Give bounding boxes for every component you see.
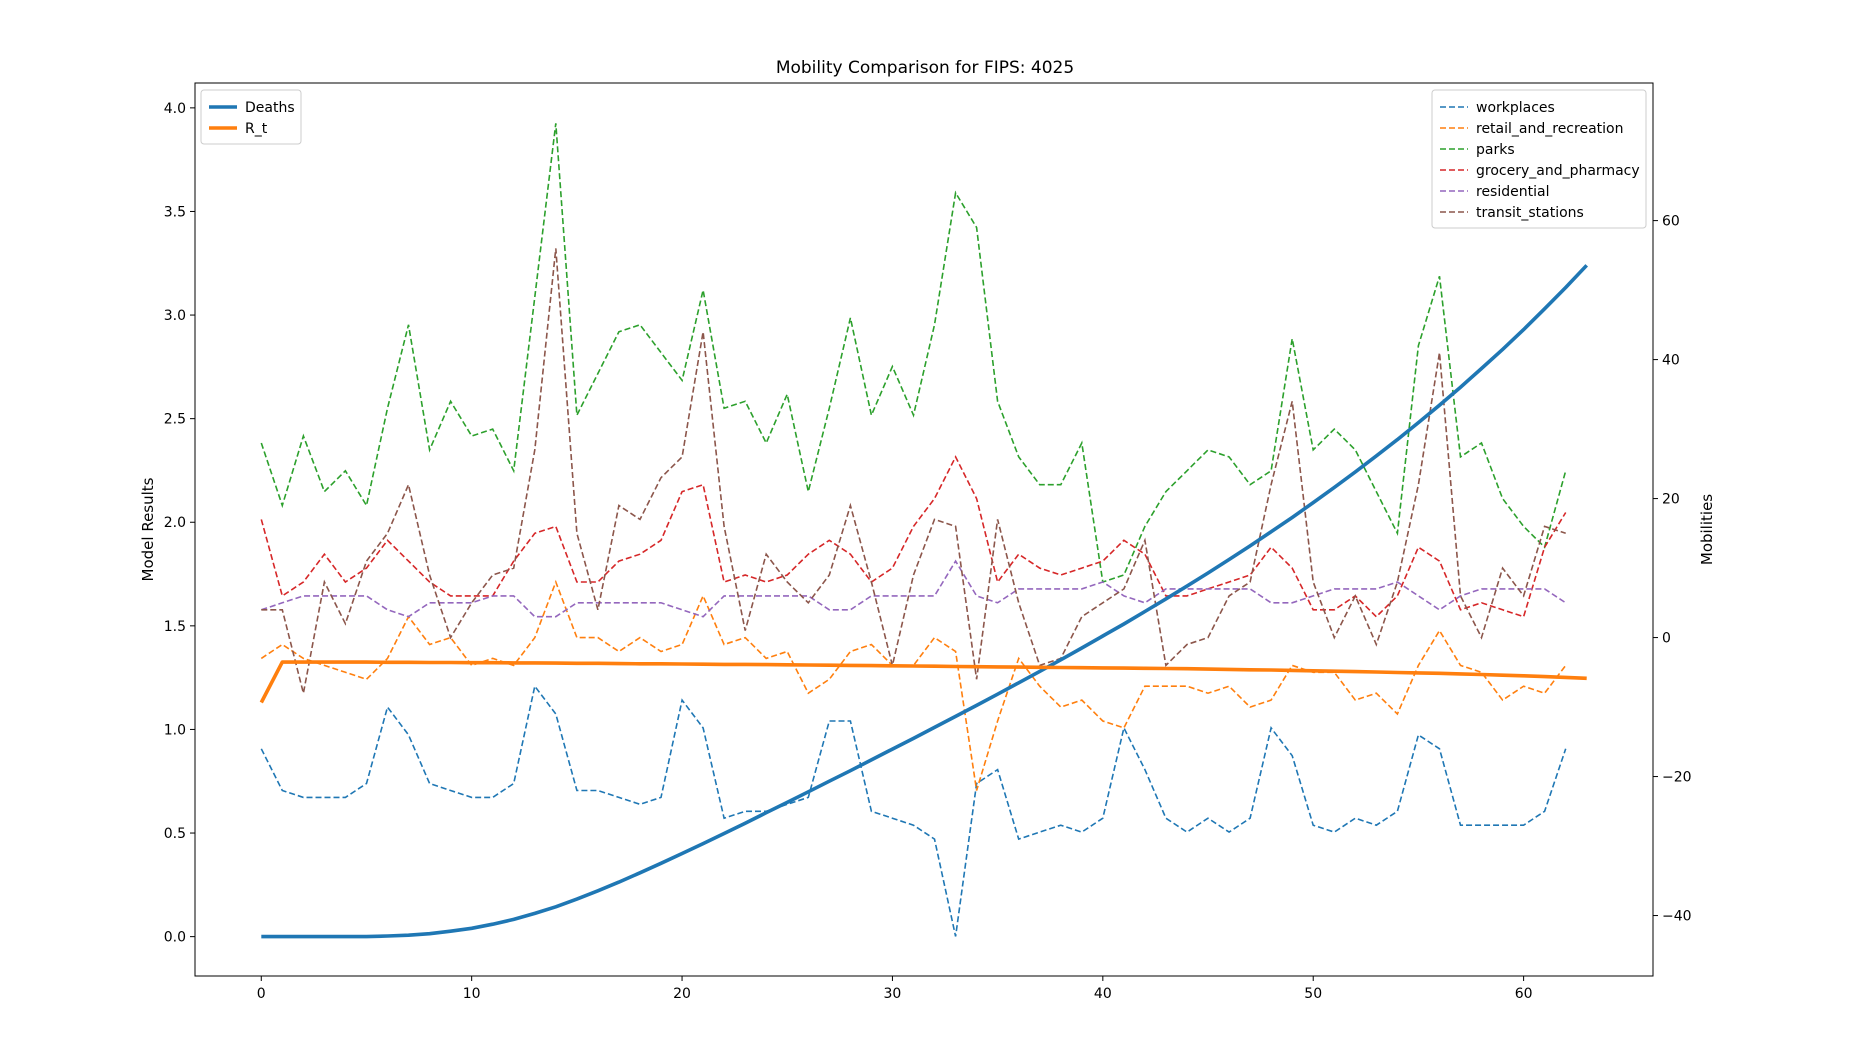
y-left-tick-label: 1.5 — [164, 619, 186, 635]
y-right-tick-label: 0 — [1662, 631, 1671, 647]
x-tick-label: 0 — [257, 986, 266, 1002]
y-right-axis-label: Mobilities — [1698, 494, 1716, 565]
y-left-tick-label: 3.5 — [164, 204, 186, 220]
y-left-tick-label: 0.5 — [164, 826, 186, 842]
series-line-deaths — [261, 264, 1589, 939]
left-legend: Deaths R_t — [200, 89, 302, 145]
plot-area — [259, 123, 1589, 939]
legend-label-residential: residential — [1476, 184, 1549, 200]
y-left-axis-label: Model Results — [139, 477, 157, 581]
series-line-parks — [260, 123, 1567, 584]
series-line-r-t — [259, 660, 1587, 704]
series-line-residential — [261, 559, 1567, 618]
y-left-tick-label: 2.0 — [164, 515, 186, 531]
y-right-tick-label: 60 — [1662, 214, 1680, 230]
y-right-tick-label: −20 — [1662, 770, 1692, 786]
y-left-tick-label: 0.0 — [164, 930, 186, 946]
series-line-transit-stations — [261, 248, 1566, 694]
chart-title: Mobility Comparison for FIPS: 4025 — [776, 58, 1074, 78]
series-line-workplaces — [260, 684, 1567, 937]
x-tick-label: 50 — [1304, 986, 1322, 1002]
plot-frame — [194, 82, 1654, 977]
right-legend-box — [1431, 89, 1647, 229]
y-right-tick-label: 20 — [1662, 492, 1680, 508]
x-tick-label: 10 — [463, 986, 481, 1002]
legend-label-deaths: Deaths — [245, 100, 295, 116]
x-tick-label: 60 — [1515, 986, 1533, 1002]
legend-label-transit-stations: transit_stations — [1476, 205, 1584, 221]
left-legend-box — [200, 89, 302, 145]
legend-label-retail-and-recreation: retail_and_recreation — [1476, 121, 1623, 137]
legend-label-workplaces: workplaces — [1476, 100, 1555, 116]
legend-label-parks: parks — [1476, 142, 1515, 158]
x-tick-label: 20 — [673, 986, 691, 1002]
y-left-tick-label: 1.0 — [164, 722, 186, 738]
y-left-tick-label: 2.5 — [164, 412, 186, 428]
x-tick-label: 30 — [884, 986, 902, 1002]
y-left-tick-label: 3.0 — [164, 308, 186, 324]
legend-label-grocery-and-pharmacy: grocery_and_pharmacy — [1476, 163, 1640, 179]
series-line-grocery-and-pharmacy — [260, 455, 1567, 618]
y-right-tick-label: −40 — [1662, 909, 1692, 925]
y-right-tick-label: 40 — [1662, 353, 1680, 369]
y-left-tick-label: 4.0 — [164, 101, 186, 117]
x-tick-label: 40 — [1094, 986, 1112, 1002]
legend-label-r-t: R_t — [245, 121, 268, 137]
